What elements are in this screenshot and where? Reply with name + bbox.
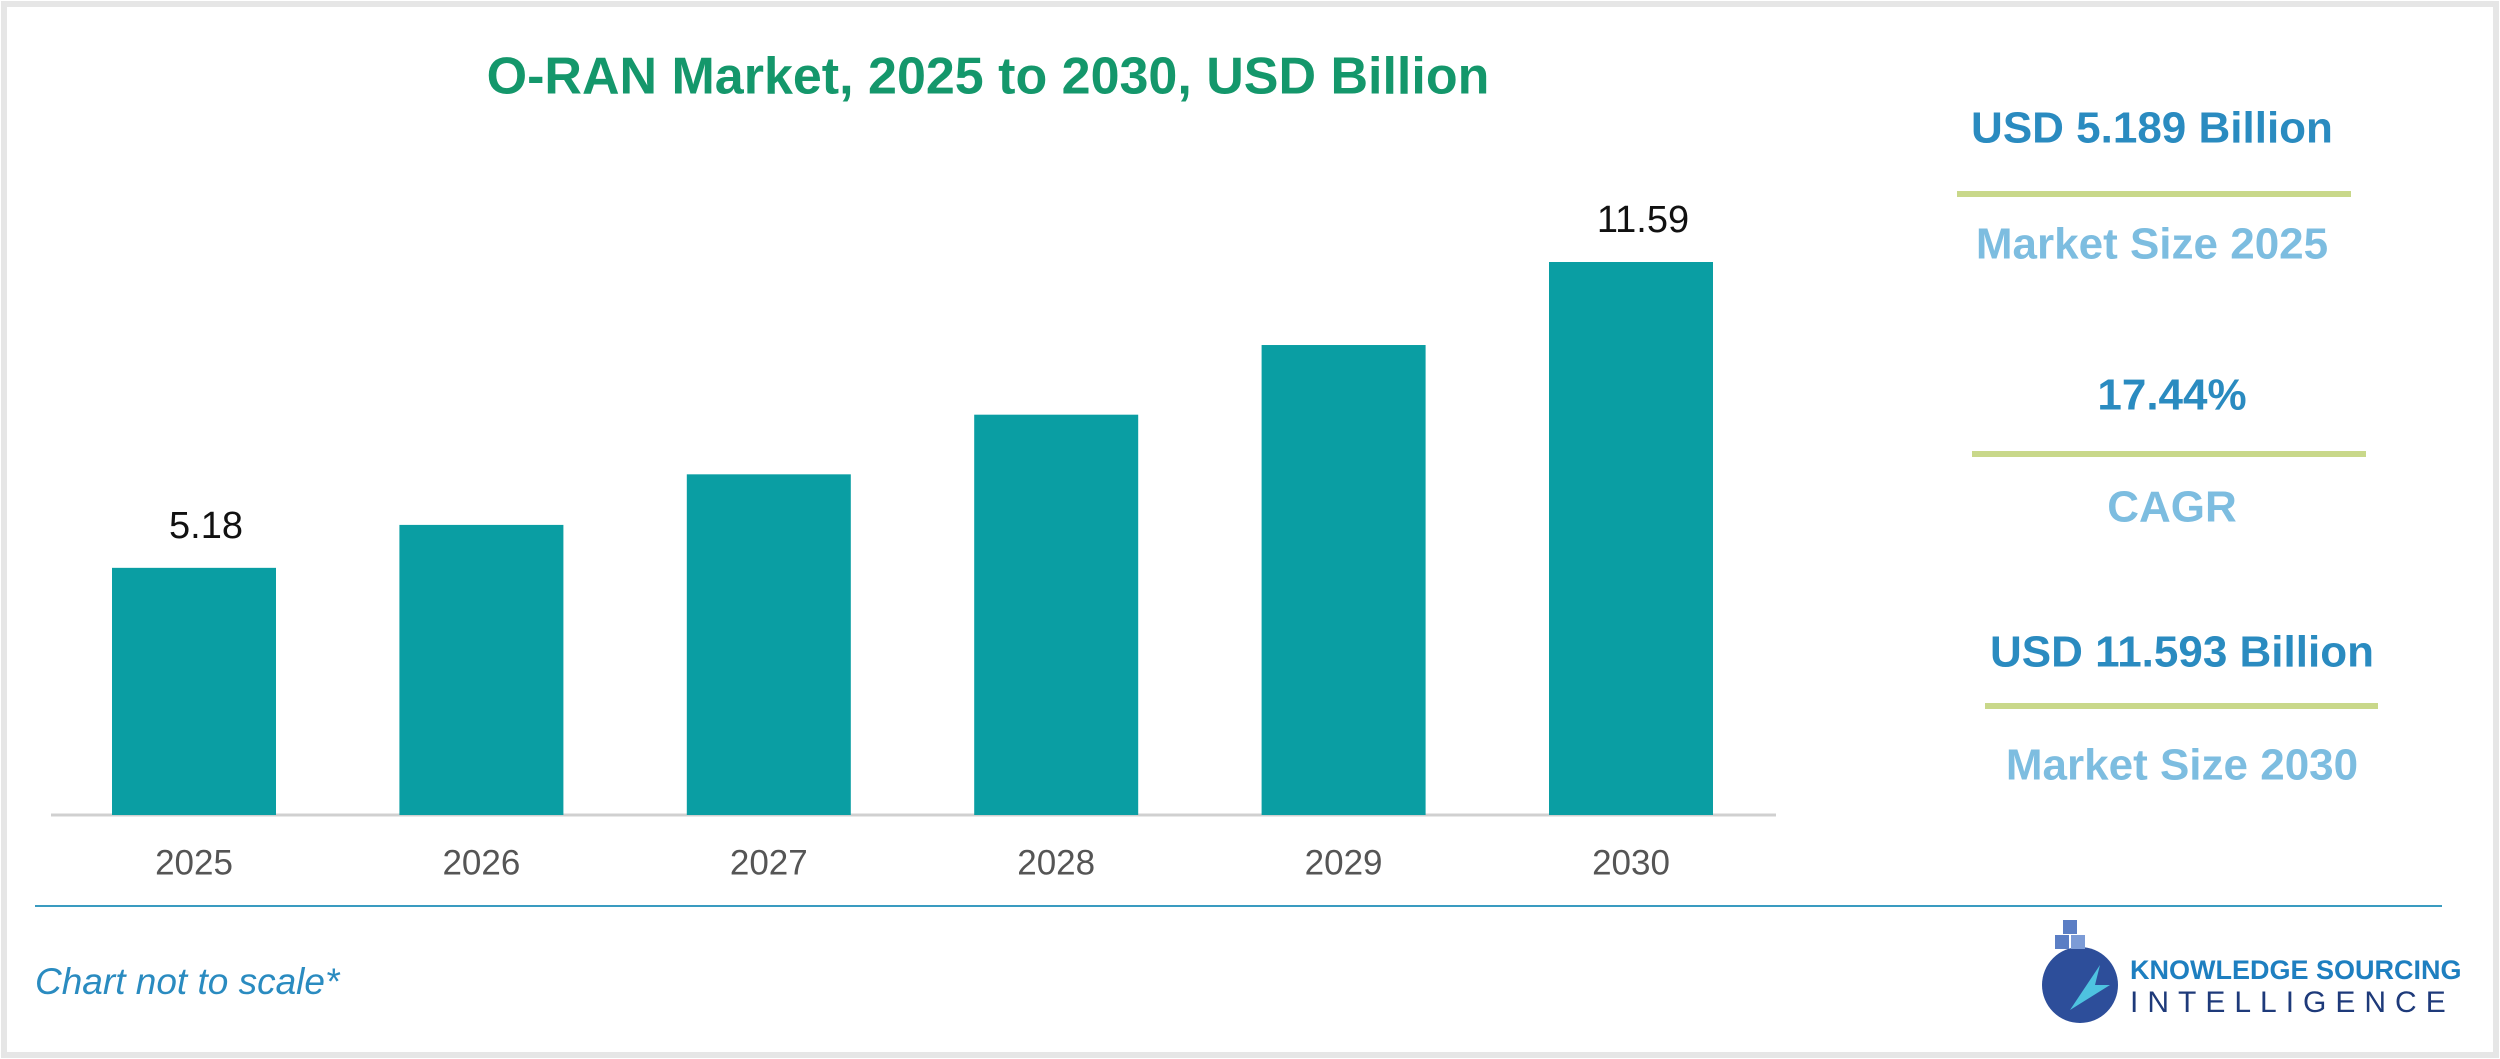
- x-tick-label: 2030: [1592, 843, 1670, 882]
- bar: [1261, 345, 1426, 815]
- data-label: 11.59: [1597, 199, 1689, 241]
- bar: [399, 524, 564, 815]
- data-label: 5.18: [169, 505, 243, 547]
- logo-arrow: [2070, 965, 2110, 1010]
- x-tick-label: 2027: [730, 843, 808, 882]
- highlight-label: Market Size 2025: [1976, 220, 2328, 269]
- chart-title: O-RAN Market, 2025 to 2030, USD Billion: [487, 48, 1490, 106]
- logo-cube: [2071, 935, 2085, 949]
- logo-text: INTELLIGENCE: [2130, 986, 2455, 1019]
- x-tick-label: 2028: [1017, 843, 1095, 882]
- bar: [1549, 262, 1713, 815]
- highlight-label: CAGR: [2107, 483, 2237, 532]
- x-tick-label: 2025: [155, 843, 233, 882]
- x-tick-label: 2026: [442, 843, 520, 882]
- logo-cube: [2063, 920, 2077, 934]
- footer-note: Chart not to scale*: [35, 961, 341, 1002]
- bar: [112, 567, 276, 815]
- x-tick-label: 2029: [1305, 843, 1383, 882]
- bar: [974, 414, 1139, 815]
- highlights: USD 5.189 Billion Market Size 2025 17.44% C…: [1957, 104, 2378, 790]
- highlight-label: Market Size 2030: [2006, 741, 2358, 790]
- bar: [686, 474, 851, 815]
- logo: KNOWLEDGE SOURCING INTELLIGENCE: [2042, 920, 2462, 1023]
- highlight-value: USD 11.593 Billion: [1990, 628, 2374, 677]
- logo-icon: [2042, 947, 2118, 1023]
- highlight-value: USD 5.189 Billion: [1971, 104, 2333, 153]
- highlight-value: 17.44%: [2097, 371, 2246, 420]
- logo-text: KNOWLEDGE SOURCING: [2130, 955, 2462, 985]
- logo-cube: [2055, 935, 2069, 949]
